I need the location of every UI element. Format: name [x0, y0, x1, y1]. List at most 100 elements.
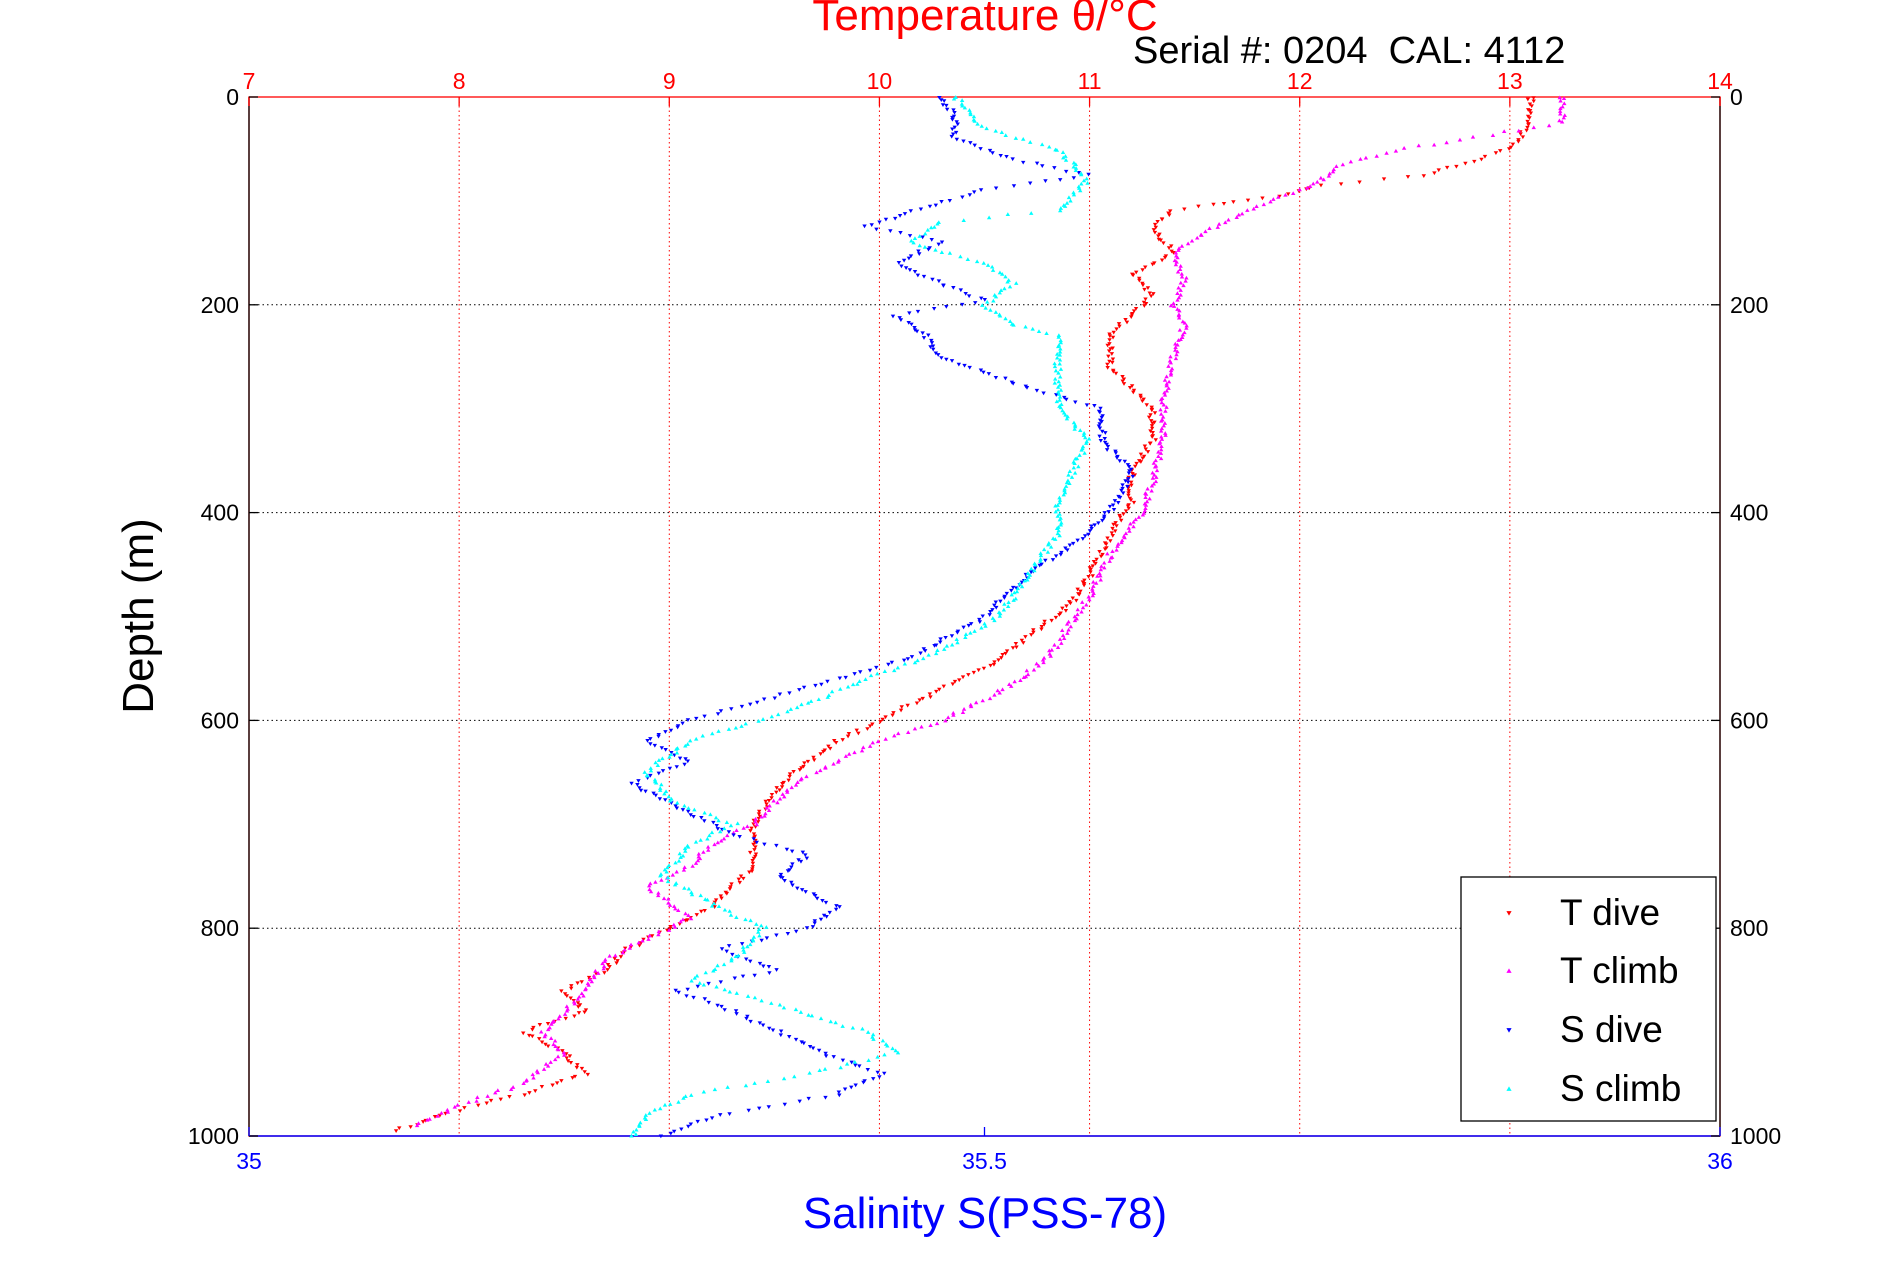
data-point — [569, 986, 574, 991]
data-point — [931, 307, 937, 311]
data-point — [733, 1009, 739, 1013]
data-point — [1027, 181, 1033, 186]
data-point — [724, 949, 729, 954]
data-point — [907, 234, 913, 238]
bottom-axis-tick-label: 35 — [236, 1148, 262, 1174]
data-point — [1057, 361, 1062, 366]
data-point — [920, 331, 925, 336]
data-point — [909, 655, 915, 659]
data-point — [1004, 154, 1009, 159]
data-point — [1058, 338, 1063, 343]
data-point — [1338, 182, 1344, 187]
data-point — [939, 356, 944, 360]
data-point — [607, 965, 612, 969]
data-point — [1126, 471, 1132, 476]
data-point — [1049, 647, 1055, 652]
data-point — [620, 950, 626, 955]
data-point — [1031, 630, 1036, 635]
data-point — [895, 1050, 901, 1055]
data-point — [1290, 191, 1296, 195]
data-point — [1153, 225, 1159, 230]
data-point — [688, 813, 693, 817]
data-point — [958, 254, 963, 259]
data-point — [1024, 385, 1030, 390]
data-point — [1071, 176, 1077, 180]
data-point — [1081, 583, 1087, 588]
data-point — [1098, 573, 1103, 578]
data-point — [543, 1062, 549, 1066]
data-point — [1047, 144, 1052, 149]
data-point — [810, 1046, 816, 1051]
data-point — [614, 961, 619, 966]
data-point — [789, 849, 795, 854]
data-point — [668, 752, 674, 757]
data-point — [825, 679, 830, 684]
data-point — [1106, 349, 1112, 354]
data-point — [1129, 315, 1134, 319]
data-point — [1087, 597, 1092, 602]
data-point — [936, 279, 942, 284]
data-point — [912, 328, 918, 333]
data-point — [978, 188, 984, 192]
data-point — [1158, 411, 1164, 416]
data-point — [1120, 491, 1126, 496]
data-point — [982, 298, 988, 302]
data-point — [707, 833, 712, 838]
data-point — [966, 623, 971, 628]
data-point — [846, 731, 852, 736]
data-point — [570, 1076, 575, 1080]
data-point — [897, 214, 903, 218]
data-point — [686, 886, 692, 891]
data-point — [549, 1022, 554, 1026]
data-point — [686, 809, 691, 814]
data-point — [1401, 146, 1407, 150]
data-point — [951, 96, 957, 101]
data-point — [1177, 308, 1182, 313]
data-point — [1108, 539, 1113, 543]
data-point — [705, 897, 710, 902]
data-point — [1012, 679, 1017, 684]
data-point — [793, 782, 799, 787]
data-point — [1111, 522, 1116, 527]
data-point — [1109, 352, 1115, 356]
data-point — [675, 725, 680, 730]
data-point — [759, 923, 764, 928]
data-point — [1097, 422, 1102, 426]
data-point — [662, 867, 668, 872]
data-point — [1145, 286, 1151, 291]
data-point — [1161, 402, 1167, 407]
data-point — [1173, 250, 1179, 255]
data-point — [1105, 343, 1110, 348]
data-point — [684, 994, 689, 999]
data-point — [799, 1040, 804, 1045]
data-point — [521, 1081, 526, 1085]
data-point — [1143, 265, 1148, 270]
data-point — [973, 301, 978, 305]
data-point — [961, 625, 966, 630]
data-point — [1166, 379, 1172, 384]
data-point — [1176, 295, 1182, 300]
data-point — [1528, 111, 1534, 116]
data-point — [1108, 555, 1114, 560]
data-point — [659, 746, 664, 750]
data-point — [709, 1116, 715, 1121]
data-point — [1105, 536, 1110, 541]
data-point — [1516, 139, 1521, 144]
data-point — [1152, 464, 1158, 469]
data-point — [1171, 301, 1176, 305]
data-point — [931, 347, 936, 352]
data-point — [941, 284, 946, 288]
data-point — [710, 731, 715, 736]
data-point — [963, 635, 968, 640]
data-point — [1286, 192, 1291, 197]
data-point — [714, 984, 719, 989]
data-point — [793, 929, 799, 934]
data-point — [581, 993, 586, 998]
data-point — [1063, 546, 1068, 551]
data-point — [1156, 454, 1161, 458]
data-point — [761, 697, 767, 702]
data-point — [724, 820, 730, 825]
data-point — [1120, 486, 1125, 491]
data-point — [1199, 233, 1204, 237]
data-point — [799, 766, 804, 771]
